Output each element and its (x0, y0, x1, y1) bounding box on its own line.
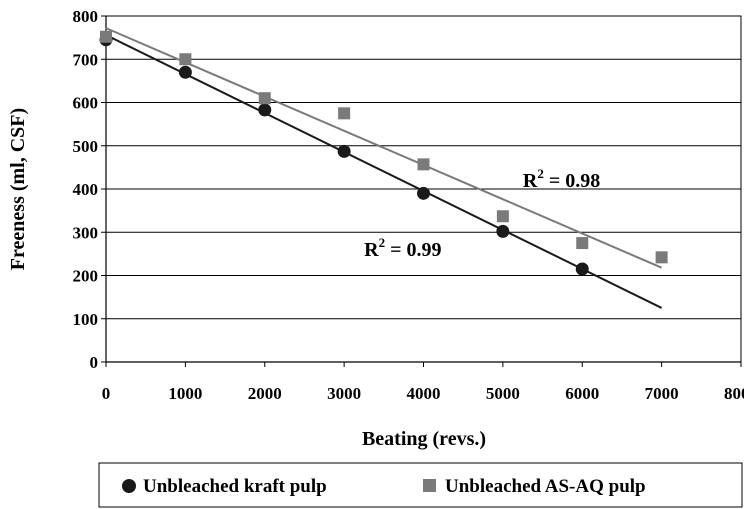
data-point (258, 103, 272, 117)
series-layer (99, 27, 668, 309)
data-point (655, 251, 668, 264)
y-axis-ticks: 0 100 200 300 400 500 600 700 800 (73, 7, 106, 372)
x-tick-label: 2000 (248, 384, 282, 403)
y-tick-label: 300 (73, 223, 99, 242)
y-tick-label: 100 (73, 310, 99, 329)
series-2 (100, 27, 668, 269)
data-point (179, 53, 192, 66)
data-point (417, 158, 430, 171)
y-tick-label: 600 (73, 94, 99, 113)
data-point (417, 186, 430, 200)
x-tick-label: 7000 (645, 384, 679, 403)
y-tick-label: 0 (90, 353, 99, 372)
x-tick-label: 4000 (407, 384, 441, 403)
data-point (337, 144, 351, 158)
annotations: R2 = 0.99 R2 = 0.98 (364, 166, 600, 261)
data-point (338, 107, 351, 120)
y-tick-label: 400 (73, 180, 99, 199)
data-point (100, 30, 112, 43)
x-tick-label: 5000 (486, 384, 520, 403)
x-axis-title: Beating (revs.) (362, 428, 486, 450)
y-axis-title: Freeness (ml, CSF) (7, 108, 29, 270)
data-point (576, 237, 589, 250)
data-point (178, 65, 192, 79)
legend-marker-asaq (423, 479, 436, 492)
y-tick-label: 700 (73, 50, 99, 69)
x-tick-label: 1000 (168, 384, 202, 403)
legend: Unbleached kraft pulp Unbleached AS-AQ p… (98, 462, 743, 508)
trendline-1 (105, 34, 663, 309)
legend-label-kraft: Unbleached kraft pulp (143, 476, 327, 497)
y-tick-label: 500 (73, 137, 99, 156)
trendline-2 (105, 27, 663, 269)
data-point (496, 210, 509, 223)
y-tick-label: 800 (73, 7, 99, 26)
x-tick-label: 3000 (327, 384, 361, 403)
x-tick-label: 6000 (565, 384, 599, 403)
legend-label-asaq: Unbleached AS-AQ pulp (445, 476, 646, 497)
data-point (258, 92, 271, 105)
r-squared-label-1: R2 = 0.99 (364, 235, 441, 261)
x-tick-label: 0 (102, 384, 111, 403)
legend-marker-kraft (122, 479, 136, 493)
data-point (496, 224, 510, 238)
data-point (575, 262, 589, 276)
legend-box (98, 462, 743, 508)
r-squared-label-2: R2 = 0.98 (523, 166, 600, 192)
y-tick-label: 200 (73, 267, 99, 286)
